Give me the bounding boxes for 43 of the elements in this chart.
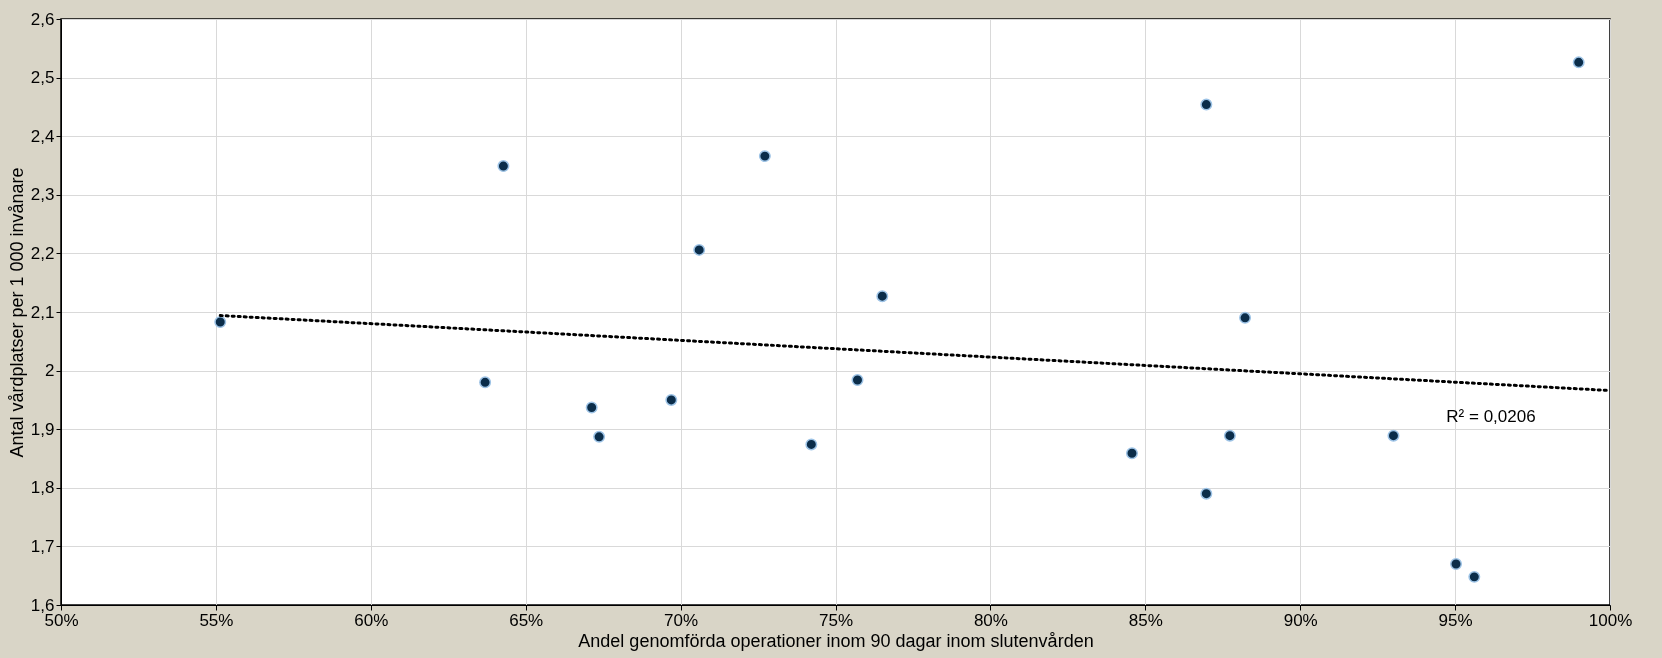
y-tick-label: 2,1: [30, 302, 55, 322]
point: [1223, 429, 1236, 442]
point: [593, 430, 606, 443]
x-tick-label: 65%: [509, 610, 544, 630]
point: [585, 401, 598, 414]
point: [1200, 487, 1213, 500]
point: [1200, 98, 1213, 111]
x-tick-label: 100%: [1588, 610, 1633, 630]
point: [1239, 311, 1252, 324]
y-tick-label: 2,4: [30, 126, 55, 146]
point: [1572, 56, 1585, 69]
point: [805, 438, 818, 451]
x-tick-label: 75%: [818, 610, 854, 630]
x-tick-label: 80%: [973, 610, 1008, 630]
point: [758, 150, 771, 163]
y-tick-label: 1,8: [30, 478, 55, 498]
x-tick-label: 85%: [1128, 610, 1163, 630]
x-tick-label: 55%: [199, 610, 234, 630]
y-axis-title: Antal vårdplatser per 1 000 invånare: [6, 167, 27, 458]
x-tick-label: 90%: [1283, 610, 1318, 630]
x-tick-label: 70%: [664, 610, 699, 630]
x-tick-label: 60%: [354, 610, 389, 630]
point: [1468, 570, 1481, 583]
point: [1125, 447, 1138, 460]
y-tick-label: 2: [45, 361, 55, 381]
y-tick-label: 2,6: [30, 9, 55, 29]
y-tick-label: 2,3: [30, 185, 55, 205]
point: [214, 315, 227, 328]
point: [1387, 429, 1400, 442]
y-tick-label: 2,2: [30, 243, 55, 263]
point: [479, 376, 492, 389]
y-tick-label: 1,7: [30, 536, 55, 556]
point: [876, 290, 889, 303]
x-tick-label: 95%: [1438, 610, 1473, 630]
y-tick-label: 1,9: [30, 419, 55, 439]
point: [693, 243, 706, 256]
point: [665, 393, 678, 406]
point: [497, 160, 510, 173]
annotation: R² = 0,0206: [1446, 407, 1536, 426]
point: [1450, 558, 1463, 570]
point: [851, 373, 864, 386]
y-tick-label: 2,5: [30, 68, 55, 88]
x-axis-title: Andel genomförda operationer inom 90 dagar inom slutenvården: [578, 630, 1094, 651]
